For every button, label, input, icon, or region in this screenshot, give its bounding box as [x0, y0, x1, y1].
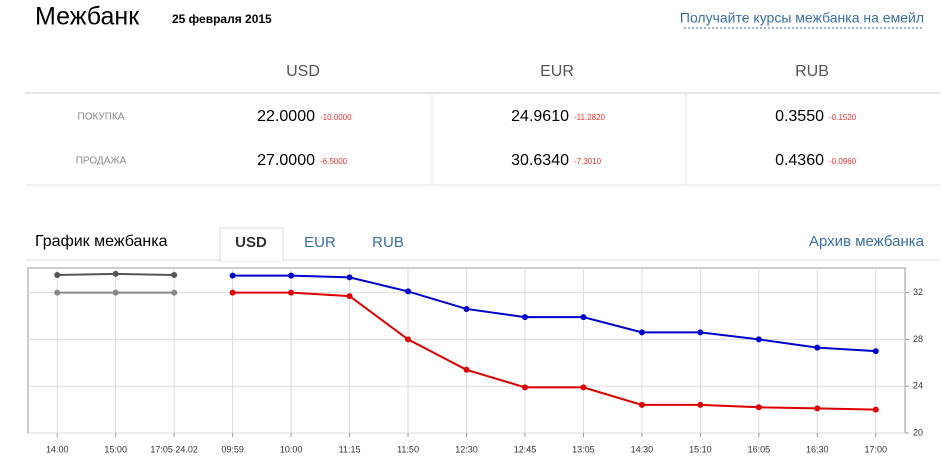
y-tick-label: 20: [913, 427, 923, 437]
rate-value: 27.0000: [257, 152, 315, 169]
x-tick-label: 09:59: [221, 444, 244, 454]
tab[interactable]: EUR: [304, 234, 336, 251]
rate-change: -0.1520: [829, 113, 857, 122]
series-line: [232, 291, 876, 411]
point: [580, 384, 587, 391]
y-tick-label: 28: [913, 334, 923, 344]
x-tick-label: 16:05: [748, 444, 771, 454]
point: [638, 401, 645, 408]
x-tick-label: 11:50: [397, 444, 419, 454]
column-header: EUR: [540, 63, 574, 80]
x-tick-label: 14:30: [631, 444, 654, 454]
point: [405, 336, 412, 343]
page-title: Межбанк: [35, 3, 140, 31]
point: [171, 289, 178, 296]
point: [346, 293, 353, 300]
chart-heading: График межбанка: [35, 233, 168, 250]
tab[interactable]: RUB: [372, 234, 404, 251]
point: [288, 289, 295, 296]
rate-change: -10.0000: [320, 113, 352, 122]
x-tick-label: 11:15: [339, 444, 361, 454]
tab[interactable]: USD: [235, 234, 267, 251]
point: [521, 314, 528, 321]
point: [54, 272, 61, 279]
point: [872, 406, 879, 413]
point: [755, 336, 762, 343]
point: [346, 274, 353, 281]
point: [463, 305, 470, 312]
x-tick-label: 12:45: [514, 444, 537, 454]
point: [229, 289, 236, 296]
point: [638, 329, 645, 336]
archive-link[interactable]: Архив межбанка: [809, 233, 925, 250]
row-label: ПРОДАЖА: [76, 156, 127, 167]
y-tick-label: 24: [913, 381, 923, 391]
rate-change: -11.2820: [574, 113, 606, 122]
point: [697, 329, 704, 336]
x-tick-label: 17:00: [865, 444, 888, 454]
point: [288, 272, 295, 279]
point: [54, 289, 61, 296]
point: [112, 270, 119, 277]
point: [171, 272, 178, 279]
column-header: RUB: [795, 63, 829, 80]
point: [755, 404, 762, 411]
x-tick-label: 15:10: [689, 444, 712, 454]
rate-value: 0.3550: [775, 108, 824, 125]
date: 25 февраля 2015: [172, 12, 272, 26]
x-tick-label: 15:00: [104, 444, 127, 454]
tab-active: [219, 227, 284, 262]
point: [697, 401, 704, 408]
point: [405, 288, 412, 295]
x-tick-label: 13:05: [572, 444, 595, 454]
email-link[interactable]: Получайте курсы межбанка на емейл: [680, 10, 924, 26]
point: [463, 366, 470, 373]
point: [229, 272, 236, 279]
rate-change: -6.5000: [320, 157, 348, 166]
point: [112, 289, 119, 296]
rate-change: -0.0960: [829, 157, 857, 166]
point: [872, 348, 879, 355]
y-tick-label: 32: [913, 287, 923, 297]
point: [814, 344, 821, 351]
x-tick-label: 12:30: [455, 444, 478, 454]
point: [814, 405, 821, 412]
row-label: ПОКУПКА: [78, 112, 125, 123]
series-line: [232, 274, 876, 353]
rate-value: 24.9610: [511, 108, 569, 125]
rate-value: 22.0000: [257, 108, 315, 125]
x-tick-label: 17:05 24.02: [150, 444, 198, 454]
rate-value: 0.4360: [775, 152, 824, 169]
rate-value: 30.6340: [511, 152, 569, 169]
column-header: USD: [286, 63, 320, 80]
x-tick-label: 16:30: [806, 444, 829, 454]
x-tick-label: 14:00: [46, 444, 69, 454]
x-tick-label: 10:00: [280, 444, 303, 454]
rate-change: -7.3010: [574, 157, 602, 166]
point: [521, 384, 528, 391]
point: [580, 314, 587, 321]
